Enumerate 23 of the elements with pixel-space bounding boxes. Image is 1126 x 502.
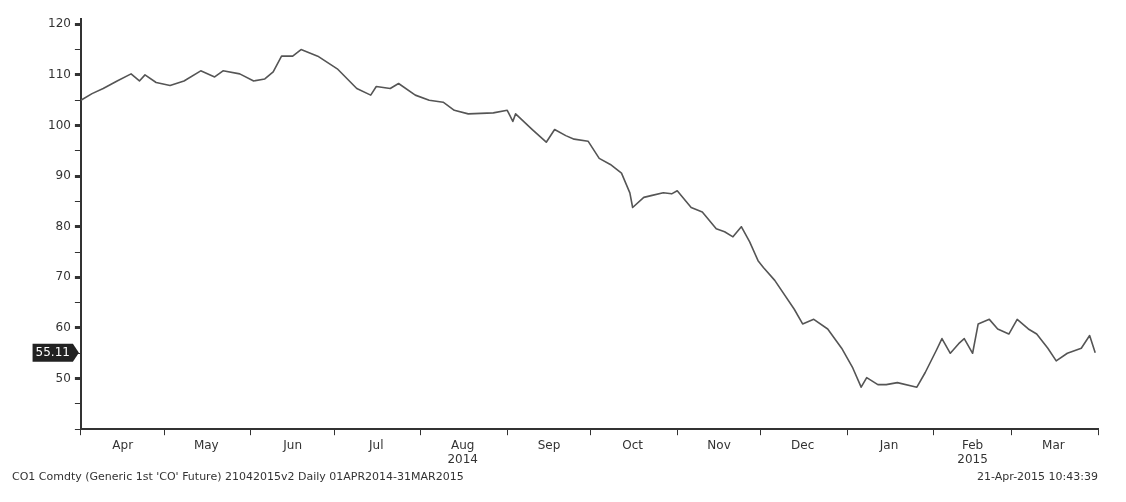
- x-tick-label: Feb 2015: [957, 437, 988, 466]
- text: 21-Apr-2015 10:43:39: [977, 470, 1098, 483]
- x-tick-label: Oct: [622, 437, 644, 452]
- y-tick-label: 50: [55, 370, 71, 385]
- x-tick-label: Aug 2014: [447, 437, 478, 466]
- x-tick-label: Jul: [368, 437, 384, 452]
- y-tick-label: 80: [55, 218, 71, 233]
- text: 55.11: [35, 344, 70, 359]
- y-tick-label: 70: [55, 269, 71, 284]
- x-tick-label: Jan: [878, 437, 899, 452]
- y-tick-label: 120: [48, 16, 71, 31]
- y-tick-label: 110: [48, 67, 71, 81]
- x-tick-label: Mar: [1042, 437, 1065, 452]
- y-tick-label: 60: [55, 320, 71, 335]
- x-tick-label: Nov: [707, 437, 731, 452]
- x-tick-label: Apr: [112, 437, 134, 452]
- x-tick-label: May: [193, 437, 219, 452]
- x-tick-label: Dec: [791, 437, 815, 452]
- y-tick-label: 100: [48, 117, 71, 132]
- text: CO1 Comdty (Generic 1st 'CO' Future) 21042015v2 Daily 01APR2014-31MAR2015: [12, 470, 464, 483]
- x-tick-label: Jun: [282, 437, 303, 452]
- x-tick-label: Sep: [537, 437, 561, 452]
- y-tick-label: 90: [55, 168, 71, 183]
